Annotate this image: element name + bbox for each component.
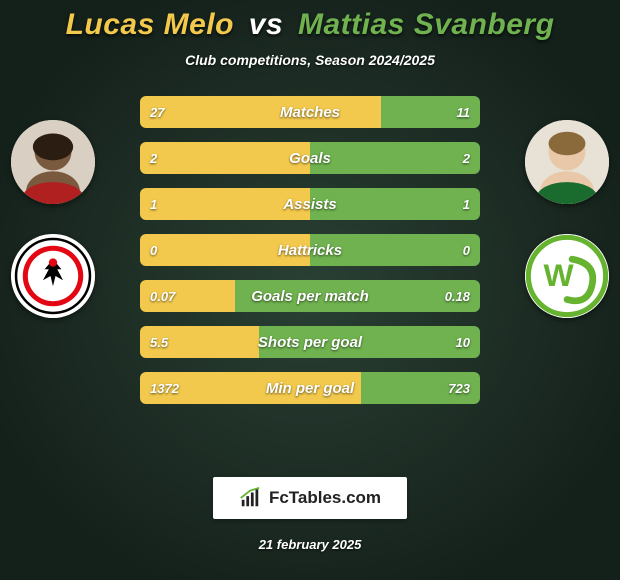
bar-track <box>140 326 480 358</box>
avatar-placeholder-icon <box>525 120 609 204</box>
player1-avatar <box>11 120 95 204</box>
bar-right-fill <box>310 234 480 266</box>
bar-left-fill <box>140 234 310 266</box>
subtitle: Club competitions, Season 2024/2025 <box>185 52 435 68</box>
player2-club-badge: W <box>525 234 609 318</box>
bar-track <box>140 372 480 404</box>
bar-left-fill <box>140 326 259 358</box>
club-badge-icon: W <box>525 234 609 318</box>
bar-track <box>140 96 480 128</box>
left-column <box>8 120 98 318</box>
bar-row: Shots per goal5.510 <box>140 326 480 358</box>
bar-right-fill <box>310 142 480 174</box>
footer: FcTables.com 21 february 2025 <box>0 477 620 552</box>
bar-right-fill <box>381 96 480 128</box>
title-player2: Mattias Svanberg <box>298 8 554 41</box>
date: 21 february 2025 <box>259 537 362 552</box>
title-vs: vs <box>249 8 283 41</box>
bar-left-fill <box>140 142 310 174</box>
bar-row: Goals22 <box>140 142 480 174</box>
bar-track <box>140 188 480 220</box>
bar-row: Assists11 <box>140 188 480 220</box>
bar-left-fill <box>140 372 361 404</box>
bar-row: Hattricks00 <box>140 234 480 266</box>
player2-avatar <box>525 120 609 204</box>
comparison-bars: Matches2711 Goals22 Assists11 Hattricks00 Go… <box>140 96 480 404</box>
bar-row: Min per goal1372723 <box>140 372 480 404</box>
title-player1: Lucas Melo <box>66 8 234 41</box>
bar-right-fill <box>235 280 480 312</box>
bar-left-fill <box>140 280 235 312</box>
club-badge-icon <box>11 234 95 318</box>
avatar-placeholder-icon <box>11 120 95 204</box>
bar-track <box>140 280 480 312</box>
page-title: Lucas Melo vs Mattias Svanberg <box>66 8 555 42</box>
bar-row: Goals per match0.070.18 <box>140 280 480 312</box>
brand-box: FcTables.com <box>213 477 407 519</box>
player1-club-badge <box>11 234 95 318</box>
bar-left-fill <box>140 188 310 220</box>
bar-track <box>140 234 480 266</box>
chart-icon <box>239 487 261 509</box>
bar-left-fill <box>140 96 381 128</box>
bar-right-fill <box>310 188 480 220</box>
bar-row: Matches2711 <box>140 96 480 128</box>
brand-text: FcTables.com <box>269 488 381 508</box>
infographic: Lucas Melo vs Mattias Svanberg Club comp… <box>0 0 620 580</box>
bar-right-fill <box>361 372 480 404</box>
bar-right-fill <box>259 326 480 358</box>
bar-track <box>140 142 480 174</box>
svg-text:W: W <box>543 257 574 293</box>
right-column: W <box>522 120 612 318</box>
